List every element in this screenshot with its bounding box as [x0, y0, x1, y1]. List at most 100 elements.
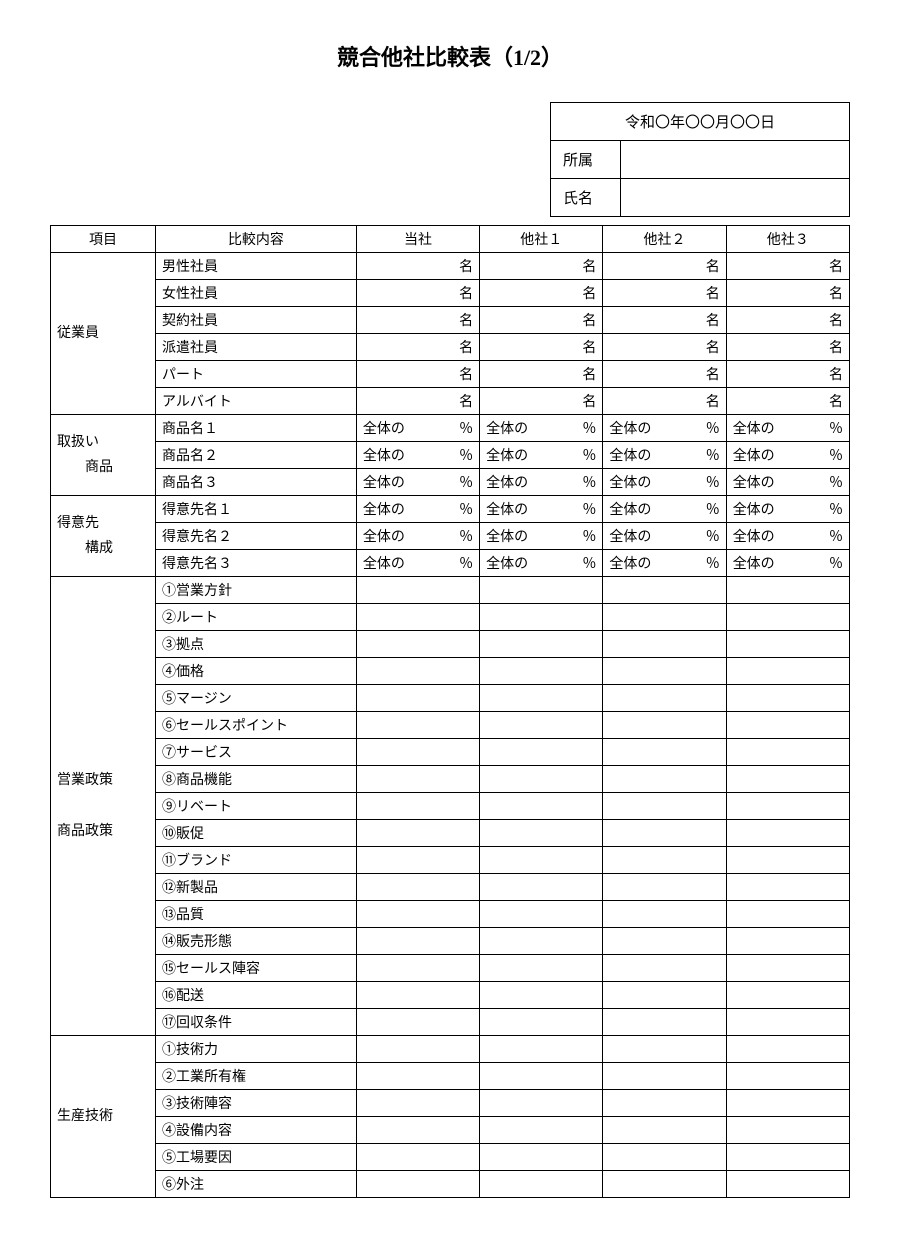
data-cell: 全体の％: [356, 442, 479, 469]
data-cell: [726, 631, 849, 658]
item-label: ⑤マージン: [156, 685, 357, 712]
data-cell: [356, 658, 479, 685]
table-row: ⑭販売形態: [51, 928, 850, 955]
data-cell: [603, 739, 726, 766]
item-label: ⑨リベート: [156, 793, 357, 820]
data-cell: [603, 1144, 726, 1171]
data-cell: [356, 1144, 479, 1171]
data-cell: [480, 1009, 603, 1036]
table-row: 得意先名３全体の％全体の％全体の％全体の％: [51, 550, 850, 577]
table-header-row: 項目 比較内容 当社 他社１ 他社２ 他社３: [51, 226, 850, 253]
table-row: ⑩販促: [51, 820, 850, 847]
table-row: 営業政策商品政策①営業方針: [51, 577, 850, 604]
data-cell: 全体の％: [726, 550, 849, 577]
item-label: ⑰回収条件: [156, 1009, 357, 1036]
item-label: ⑦サービス: [156, 739, 357, 766]
col-ours: 当社: [356, 226, 479, 253]
data-cell: [603, 631, 726, 658]
table-row: ⑦サービス: [51, 739, 850, 766]
item-label: アルバイト: [156, 388, 357, 415]
item-label: ④価格: [156, 658, 357, 685]
item-label: 商品名１: [156, 415, 357, 442]
data-cell: [603, 955, 726, 982]
header-date: 令和〇年〇〇月〇〇日: [551, 103, 850, 141]
data-cell: [356, 1036, 479, 1063]
item-label: ⑩販促: [156, 820, 357, 847]
item-label: ⑥セールスポイント: [156, 712, 357, 739]
data-cell: [480, 685, 603, 712]
data-cell: [726, 1063, 849, 1090]
data-cell: 全体の％: [603, 496, 726, 523]
item-label: 女性社員: [156, 280, 357, 307]
item-label: ①技術力: [156, 1036, 357, 1063]
table-row: 得意先名２全体の％全体の％全体の％全体の％: [51, 523, 850, 550]
data-cell: [726, 847, 849, 874]
data-cell: 名: [356, 253, 479, 280]
data-cell: 名: [726, 280, 849, 307]
page-title: 競合他社比較表（1/2）: [50, 40, 850, 72]
table-row: ⑯配送: [51, 982, 850, 1009]
data-cell: [356, 631, 479, 658]
col-item: 比較内容: [156, 226, 357, 253]
data-cell: [356, 685, 479, 712]
data-cell: 名: [356, 334, 479, 361]
item-label: ⑤工場要因: [156, 1144, 357, 1171]
table-row: アルバイト名名名名: [51, 388, 850, 415]
data-cell: [356, 577, 479, 604]
data-cell: [603, 1090, 726, 1117]
data-cell: [726, 1171, 849, 1198]
table-row: パート名名名名: [51, 361, 850, 388]
data-cell: 名: [356, 307, 479, 334]
item-label: ⑮セールス陣容: [156, 955, 357, 982]
item-label: 得意先名３: [156, 550, 357, 577]
data-cell: [603, 874, 726, 901]
data-cell: [726, 685, 849, 712]
item-label: 派遣社員: [156, 334, 357, 361]
table-row: 生産技術①技術力: [51, 1036, 850, 1063]
data-cell: [356, 1171, 479, 1198]
table-row: ⑫新製品: [51, 874, 850, 901]
table-row: ②工業所有権: [51, 1063, 850, 1090]
data-cell: [480, 577, 603, 604]
data-cell: [480, 982, 603, 1009]
data-cell: 全体の％: [480, 415, 603, 442]
data-cell: [356, 847, 479, 874]
table-row: ⑨リベート: [51, 793, 850, 820]
data-cell: [480, 658, 603, 685]
data-cell: [726, 1090, 849, 1117]
data-cell: [480, 874, 603, 901]
affiliation-label: 所属: [551, 141, 621, 179]
data-cell: [356, 793, 479, 820]
item-label: ①営業方針: [156, 577, 357, 604]
data-cell: [480, 1036, 603, 1063]
table-row: ⑰回収条件: [51, 1009, 850, 1036]
data-cell: 名: [726, 388, 849, 415]
table-row: 取扱い 商品商品名１全体の％全体の％全体の％全体の％: [51, 415, 850, 442]
category-products: 取扱い 商品: [51, 415, 156, 496]
data-cell: [726, 577, 849, 604]
data-cell: [356, 1063, 479, 1090]
data-cell: 名: [603, 361, 726, 388]
data-cell: 全体の％: [726, 523, 849, 550]
item-label: ⑫新製品: [156, 874, 357, 901]
data-cell: [480, 1144, 603, 1171]
data-cell: [480, 631, 603, 658]
data-cell: [356, 766, 479, 793]
data-cell: [726, 1144, 849, 1171]
data-cell: [603, 901, 726, 928]
table-row: ②ルート: [51, 604, 850, 631]
col-other1: 他社１: [480, 226, 603, 253]
data-cell: [603, 766, 726, 793]
table-row: ③拠点: [51, 631, 850, 658]
data-cell: [480, 955, 603, 982]
col-other3: 他社３: [726, 226, 849, 253]
item-label: ⑥外注: [156, 1171, 357, 1198]
data-cell: [603, 1117, 726, 1144]
data-cell: 全体の％: [603, 442, 726, 469]
data-cell: [726, 604, 849, 631]
item-label: ②ルート: [156, 604, 357, 631]
data-cell: 全体の％: [726, 415, 849, 442]
category-employees: 従業員: [51, 253, 156, 415]
data-cell: 名: [603, 280, 726, 307]
data-cell: 名: [356, 361, 479, 388]
